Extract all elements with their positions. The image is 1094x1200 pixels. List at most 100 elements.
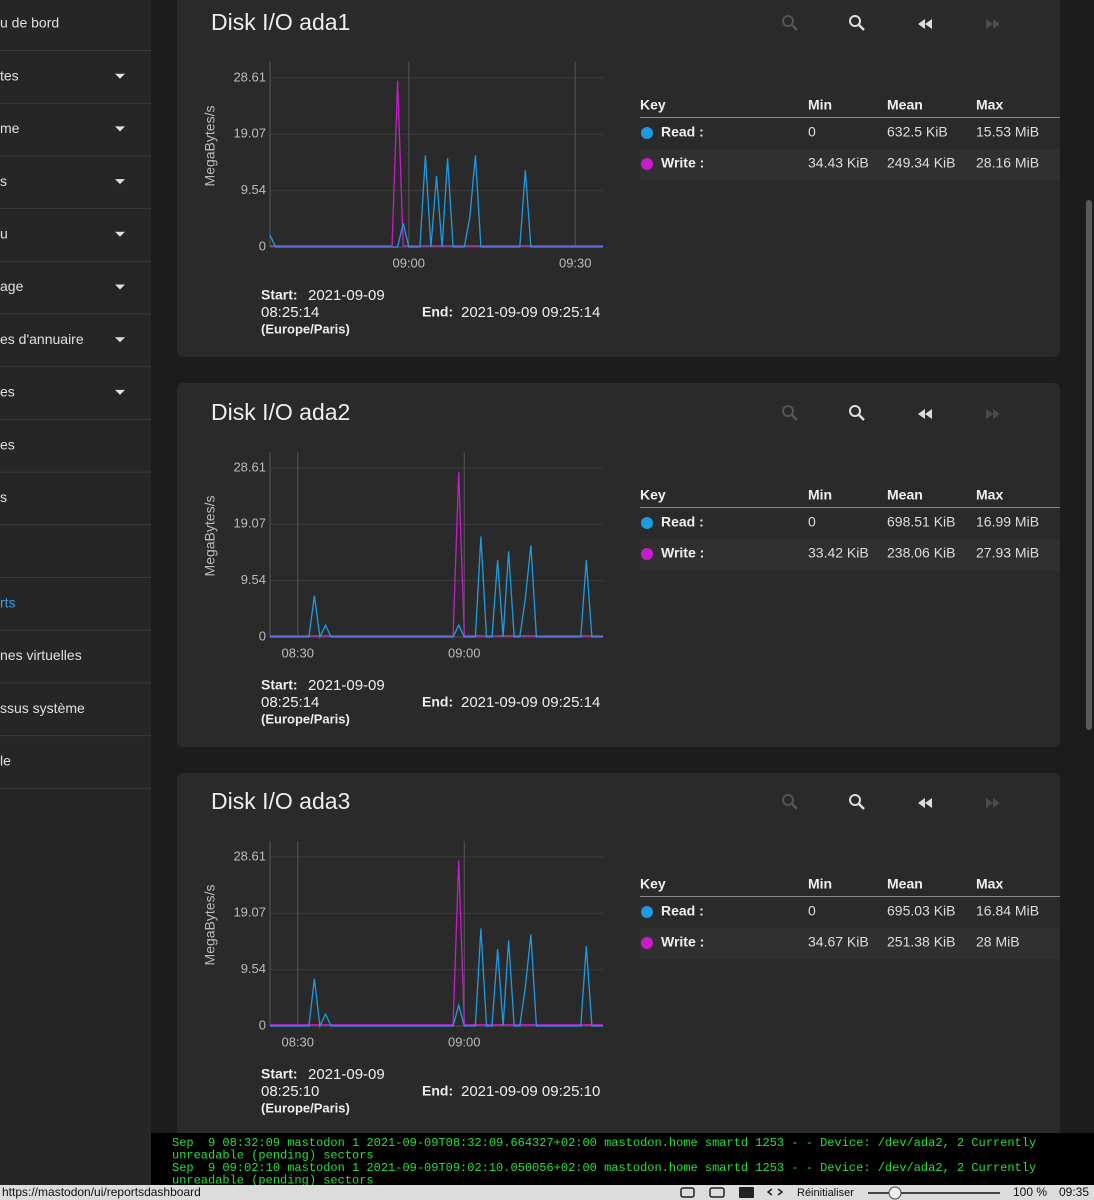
start-label: Start:: [261, 287, 298, 303]
zoom-in-button[interactable]: [782, 794, 794, 806]
sidebar-item[interactable]: es: [0, 384, 15, 400]
icon-window[interactable]: [709, 1187, 725, 1198]
sidebar-item[interactable]: s: [0, 489, 7, 505]
rewind-button[interactable]: [918, 19, 932, 29]
caret[interactable]: [115, 73, 125, 79]
caret[interactable]: [115, 284, 125, 290]
legend-cell: 0: [808, 903, 816, 919]
y-tick-label: 28.61: [233, 848, 266, 863]
legend-cell: 249.34 KiB: [887, 155, 956, 171]
panel-title: Disk I/O ada1: [211, 9, 350, 35]
caret[interactable]: [115, 231, 125, 237]
legend-cell: 632.5 KiB: [887, 124, 948, 140]
y-tick-label: 28.61: [233, 69, 266, 84]
end-time: 2021-09-09 09:25:10: [461, 1083, 600, 1100]
start-time: 08:25:14: [261, 304, 319, 321]
console-line: unreadable (pending) sectors: [172, 1149, 374, 1163]
icon-camera[interactable]: [680, 1187, 695, 1198]
y-tick-label: 9.54: [241, 182, 266, 197]
sidebar-item[interactable]: ssus système: [0, 700, 85, 716]
console-text: Sep 9 08:32:09 mastodon 1 2021-09-09T08:…: [172, 1136, 1036, 1188]
legend-cell: 28.16 MiB: [976, 155, 1039, 171]
y-tick-label: 19.07: [233, 905, 266, 920]
end-time: 2021-09-09 09:25:14: [461, 694, 600, 711]
legend-cell: 0: [808, 514, 816, 530]
legend-header: Mean: [887, 487, 923, 503]
zoom-out-button[interactable]: [849, 794, 861, 806]
caret[interactable]: [115, 337, 125, 343]
legend-cell: 27.93 MiB: [976, 545, 1039, 561]
legend-cell: 15.53 MiB: [976, 124, 1039, 140]
caret[interactable]: [115, 179, 125, 185]
zoom-out-button[interactable]: [849, 405, 861, 417]
icon-code[interactable]: [766, 1188, 784, 1196]
start-time: 08:25:10: [261, 1083, 319, 1100]
clock: 09:35: [1059, 1185, 1089, 1199]
legend-swatch: [641, 937, 653, 949]
legend-swatch: [641, 548, 653, 560]
console-line: Sep 9 09:02:10 mastodon 1 2021-09-09T09:…: [172, 1161, 1036, 1175]
legend-cell: 16.99 MiB: [976, 514, 1039, 530]
zoom-in-button[interactable]: [782, 405, 794, 417]
start-label: Start:: [261, 677, 298, 693]
status-bar: [0, 1185, 1094, 1200]
forward-button[interactable]: [986, 798, 1000, 808]
icon-handle: [858, 414, 865, 421]
y-tick-label: 0: [259, 238, 266, 253]
caret[interactable]: [115, 389, 125, 395]
sidebar-item[interactable]: nes virtuelles: [0, 647, 82, 663]
icon-handle: [858, 24, 865, 31]
series-line: [270, 536, 603, 640]
series-line: [270, 928, 603, 1029]
y-tick-label: 9.54: [241, 961, 266, 976]
legend-cell: 695.03 KiB: [887, 903, 956, 919]
console: [151, 1133, 1094, 1185]
legend-header: Max: [976, 97, 1003, 113]
sidebar-item[interactable]: s: [0, 173, 7, 189]
sidebar-item[interactable]: age: [0, 278, 24, 294]
sidebar-item[interactable]: me: [0, 120, 20, 136]
legend-swatch: [641, 906, 653, 918]
sidebar-item[interactable]: es: [0, 436, 15, 452]
legend-header: Max: [976, 876, 1003, 892]
zoom-in-button[interactable]: [782, 15, 794, 27]
rewind-button[interactable]: [918, 798, 932, 808]
icon-image[interactable]: [739, 1187, 754, 1198]
sidebar-item[interactable]: tes: [0, 67, 19, 83]
scrollbar-thumb[interactable]: [1086, 200, 1092, 730]
toolbar: [782, 794, 1000, 810]
sidebar-bottom: [0, 1133, 151, 1185]
legend-name: Write :: [661, 934, 704, 950]
sidebar-item[interactable]: le: [0, 753, 11, 769]
forward-button[interactable]: [986, 409, 1000, 419]
zoom-handle[interactable]: [888, 1186, 902, 1200]
sidebar-item[interactable]: u de bord: [0, 15, 59, 31]
end-label: End:: [422, 1083, 453, 1099]
console-line: unreadable (pending) sectors: [172, 1174, 374, 1188]
y-axis-label: MegaBytes/s: [202, 106, 218, 187]
icon-handle: [791, 24, 798, 31]
legend-name: Write :: [661, 545, 704, 561]
y-tick-label: 9.54: [241, 572, 266, 587]
y-tick-label: 0: [259, 1017, 266, 1032]
reset-button[interactable]: Réinitialiser: [797, 1187, 854, 1199]
series-line: [270, 860, 603, 1026]
legend-header: Key: [640, 97, 666, 113]
toolbar: [782, 15, 1000, 31]
forward-button[interactable]: [986, 19, 1000, 29]
sidebar-item[interactable]: rts: [0, 594, 16, 610]
rewind-button[interactable]: [918, 409, 932, 419]
x-tick-label: 09:00: [448, 1034, 481, 1049]
zoom-out-button[interactable]: [849, 15, 861, 27]
end-time: 2021-09-09 09:25:14: [461, 304, 600, 321]
caret[interactable]: [115, 126, 125, 132]
end-label: End:: [422, 694, 453, 710]
sidebar-item[interactable]: es d'annuaire: [0, 331, 84, 347]
legend-cell: 34.67 KiB: [808, 934, 869, 950]
x-tick-label: 08:30: [281, 645, 314, 660]
legend-header: Min: [808, 97, 832, 113]
legend-cell: 16.84 MiB: [976, 903, 1039, 919]
sidebar-item[interactable]: u: [0, 226, 8, 242]
zoom-level: 100 %: [1013, 1185, 1047, 1199]
